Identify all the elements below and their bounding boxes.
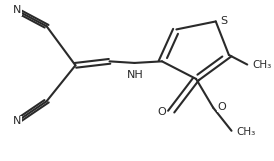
Text: O: O: [218, 102, 227, 112]
Text: NH: NH: [127, 70, 144, 80]
Text: CH₃: CH₃: [237, 127, 256, 137]
Text: N: N: [13, 116, 21, 126]
Text: CH₃: CH₃: [252, 60, 271, 70]
Text: N: N: [13, 5, 21, 15]
Text: S: S: [221, 16, 228, 26]
Text: O: O: [157, 107, 166, 117]
